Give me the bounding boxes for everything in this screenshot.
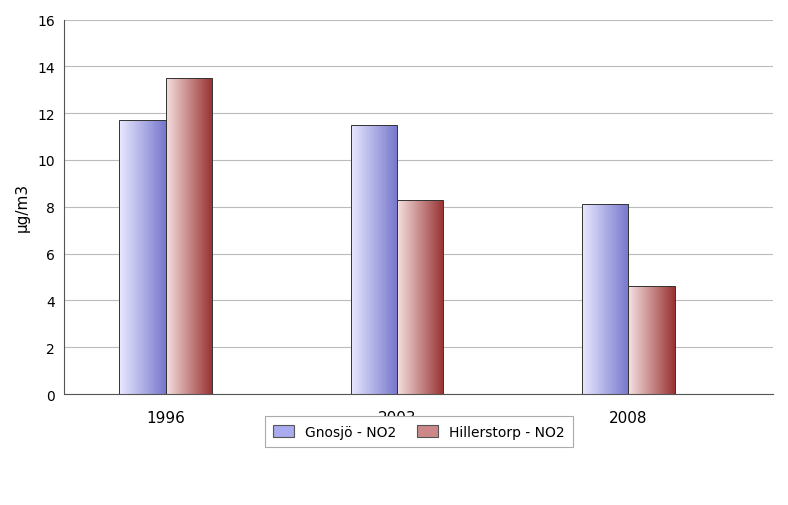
Bar <box>397 200 444 394</box>
Bar <box>582 205 628 394</box>
Legend: Gnosjö - NO2, Hillerstorp - NO2: Gnosjö - NO2, Hillerstorp - NO2 <box>265 417 573 447</box>
Y-axis label: µg/m3: µg/m3 <box>15 183 30 232</box>
Bar <box>165 79 212 394</box>
Bar <box>628 287 675 394</box>
Bar <box>119 121 165 394</box>
Bar <box>351 126 397 394</box>
